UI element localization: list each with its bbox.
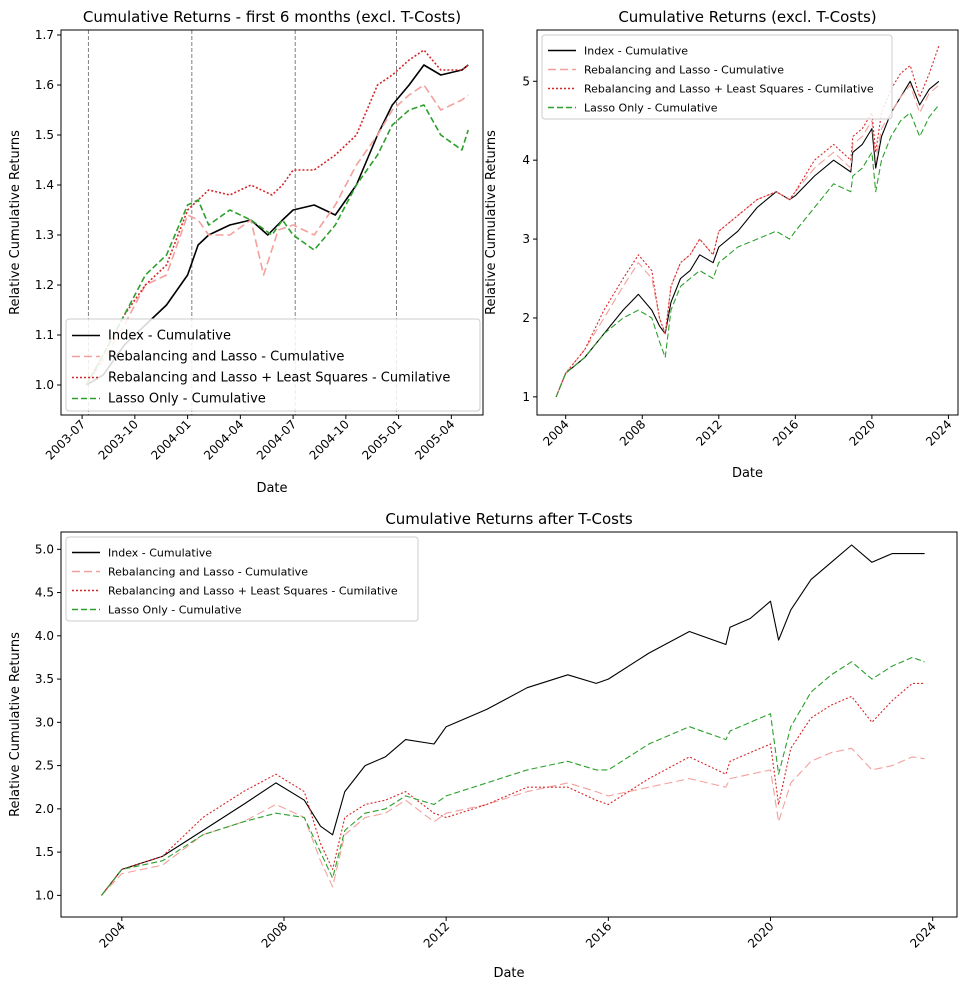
y-tick-label: 5 [522, 74, 530, 88]
legend-label-1: Index - Cumulative [584, 45, 688, 58]
chart-3: Cumulative Returns after T-Costs 1.0 1.5 2.… [8, 510, 958, 981]
legend: Index - Cumulative Rebalancing and Lasso … [541, 34, 893, 120]
y-axis-label: Relative Cumulative Returns [484, 130, 499, 315]
legend-label-3: Rebalancing and Lasso + Least Squares - … [108, 585, 398, 598]
x-tick-label: 2016 [770, 417, 801, 448]
y-tick-label: 1.3 [35, 228, 54, 242]
x-axis-label: Date [256, 481, 287, 496]
x-tick-label: 2003-07 [43, 417, 88, 462]
series-line-3 [85, 49, 469, 386]
series-line-1 [101, 544, 925, 896]
legend-box [65, 536, 419, 622]
y-tick-label: 1.5 [35, 845, 54, 859]
axes-frame [60, 29, 484, 416]
x-axis-label: Date [732, 466, 763, 481]
y-tick-label: 2 [522, 311, 530, 325]
x-tick-label: 2016 [583, 919, 614, 950]
legend-label-4: Lasso Only - Cumulative [108, 392, 266, 407]
legend-label-2: Rebalancing and Lasso - Cumulative [108, 350, 344, 365]
legend-box [541, 34, 893, 120]
y-tick-label: 4.0 [35, 629, 54, 643]
series-line-2 [555, 84, 940, 398]
x-tick-label: 2004-10 [307, 417, 352, 462]
y-axis-label: Relative Cumulative Returns [8, 130, 23, 315]
x-tick-label: 2024 [907, 919, 938, 950]
y-tick-label: 1.1 [35, 328, 54, 342]
series-group [555, 45, 940, 398]
legend: Index - Cumulative Rebalancing and Lasso … [65, 536, 419, 622]
x-tick-label: 2012 [693, 417, 724, 448]
legend-label-1: Index - Cumulative [108, 547, 212, 560]
series-line-3 [101, 682, 925, 896]
legend-box [65, 318, 481, 412]
chart-title: Cumulative Returns after T-Costs [385, 510, 633, 528]
y-tick-label: 1.2 [35, 278, 54, 292]
legend-label-2: Rebalancing and Lasso - Cumulative [584, 64, 784, 77]
legend-label-3: Rebalancing and Lasso + Least Squares - … [108, 371, 450, 386]
x-tick-label: 2004 [96, 919, 127, 950]
x-tick-label: 2005-01 [359, 417, 404, 462]
x-axis-label: Date [493, 966, 524, 981]
x-tick-label: 2020 [847, 417, 878, 448]
axes-frame [536, 29, 959, 416]
series-group [101, 544, 925, 896]
series-line-4 [85, 104, 469, 386]
legend-label-1: Index - Cumulative [108, 329, 231, 344]
y-tick-label: 3 [522, 232, 530, 246]
chart-title: Cumulative Returns (excl. T-Costs) [618, 8, 876, 26]
y-axis-label: Relative Cumulative Returns [8, 632, 23, 817]
y-tick-label: 5.0 [35, 542, 54, 556]
y-tick-label: 3.5 [35, 672, 54, 686]
x-tick-label: 2024 [923, 417, 954, 448]
y-tick-label: 1 [522, 390, 530, 404]
y-tick-label: 1.4 [35, 178, 54, 192]
x-tick-label: 2008 [259, 919, 290, 950]
series-group [85, 49, 469, 386]
x-tick-label: 2004-01 [148, 417, 193, 462]
x-tick-label: 2004-07 [254, 417, 299, 462]
x-tick-label: 2020 [745, 919, 776, 950]
legend-label-2: Rebalancing and Lasso - Cumulative [108, 566, 308, 579]
series-line-4 [101, 656, 925, 896]
series-line-4 [555, 104, 940, 398]
y-tick-label: 2.0 [35, 802, 54, 816]
y-tick-label: 4 [522, 153, 530, 167]
x-tick-label: 2005-04 [412, 417, 457, 462]
x-tick-label: 2004 [540, 417, 571, 448]
x-tick-label: 2012 [421, 919, 452, 950]
y-tick-label: 1.7 [35, 28, 54, 42]
y-tick-label: 4.5 [35, 586, 54, 600]
x-tick-label: 2004-04 [201, 417, 246, 462]
y-tick-label: 1.5 [35, 128, 54, 142]
legend-label-4: Lasso Only - Cumulative [108, 604, 242, 617]
chart-1: Cumulative Returns - first 6 months (exc… [8, 8, 484, 496]
series-line-2 [101, 747, 925, 896]
y-tick-label: 1.6 [35, 78, 54, 92]
y-tick-label: 3.0 [35, 715, 54, 729]
axes-frame [60, 531, 958, 918]
y-tick-label: 1.0 [35, 378, 54, 392]
legend-label-3: Rebalancing and Lasso + Least Squares - … [584, 83, 874, 96]
chart-2: Cumulative Returns (excl. T-Costs) 1 2 3 4 5 2… [484, 8, 959, 481]
legend-label-4: Lasso Only - Cumulative [584, 102, 718, 115]
legend: Index - Cumulative Rebalancing and Lasso … [65, 318, 481, 412]
y-tick-label: 2.5 [35, 759, 54, 773]
series-line-1 [85, 64, 469, 386]
y-tick-label: 1.0 [35, 888, 54, 902]
x-tick-label: 2003-10 [96, 417, 141, 462]
chart-title: Cumulative Returns - first 6 months (exc… [83, 8, 461, 26]
series-line-1 [555, 80, 940, 398]
x-tick-label: 2008 [617, 417, 648, 448]
